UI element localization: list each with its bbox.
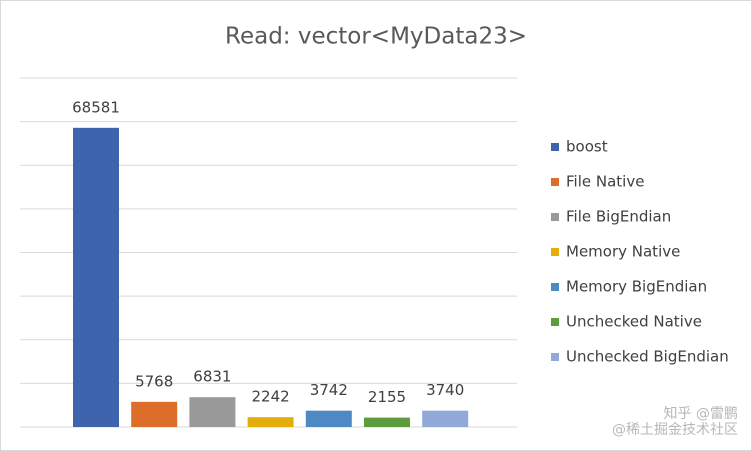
bar [73,127,119,428]
data-label: 3742 [310,381,348,399]
legend-swatch [551,248,559,256]
watermark: 知乎 @雷鹏 [664,405,738,422]
bar [364,417,410,427]
chart-title: Read: vector<MyData23> [225,24,527,50]
bar [305,410,352,427]
legend-swatch [551,143,559,151]
bar [131,401,178,427]
data-label: 5768 [135,372,173,390]
legend-label: Memory Native [566,243,680,261]
legend-label: Memory BigEndian [566,278,707,296]
legend-label: Unchecked BigEndian [566,348,729,366]
bar [189,397,236,427]
watermark: @稀土掘金技术社区 [612,422,738,438]
data-label: 2155 [368,388,406,406]
bar [247,417,294,427]
bar [422,410,469,427]
legend-swatch [551,283,559,291]
legend-swatch [551,213,559,221]
legend-label: Unchecked Native [566,313,702,331]
data-label: 68581 [72,98,120,116]
legend-label: File Native [566,173,644,191]
data-label: 2242 [252,388,290,406]
legend-label: File BigEndian [566,208,671,226]
legend-label: boost [566,138,608,156]
legend-swatch [551,353,559,361]
data-label: 3740 [426,381,464,399]
data-label: 6831 [193,368,231,386]
legend-swatch [551,318,559,326]
legend-swatch [551,178,559,186]
